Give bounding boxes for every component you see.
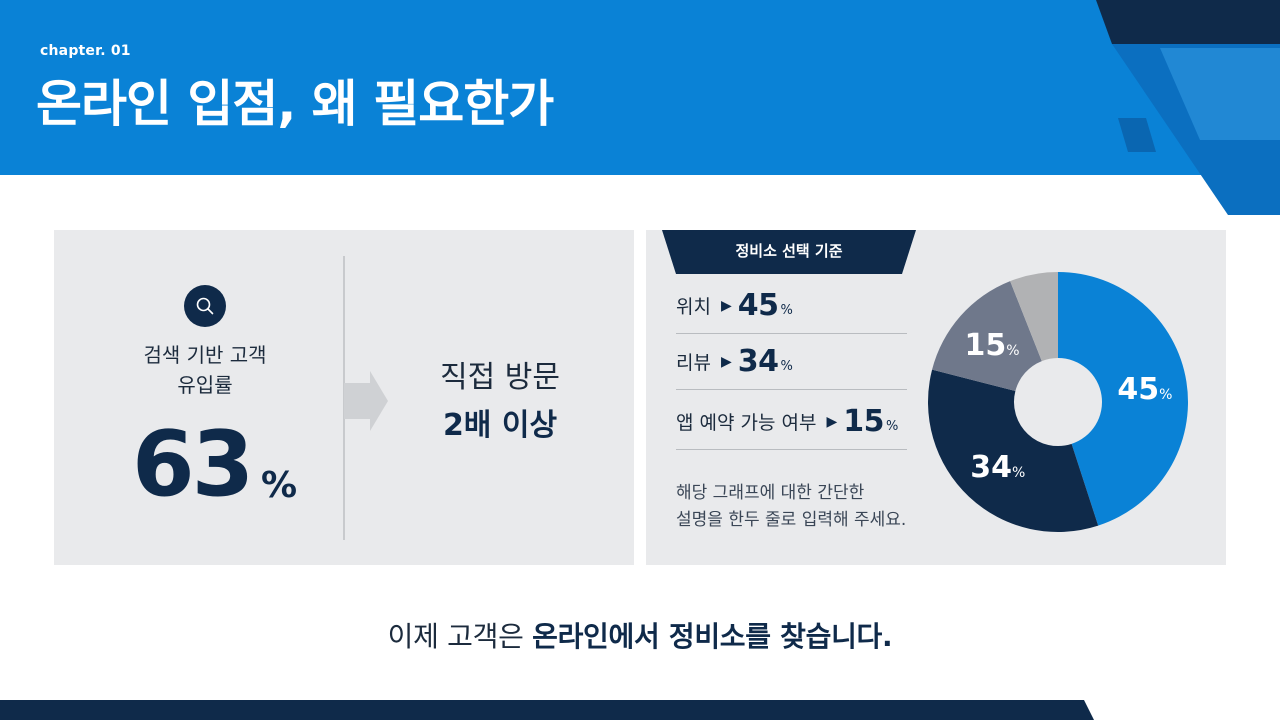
- visit-multiplier: 2배 이상: [442, 408, 558, 443]
- donut-slice: [932, 281, 1042, 392]
- arrow-right-icon: [344, 371, 388, 431]
- criteria-label: 위치: [676, 296, 711, 318]
- triangle-right-icon: ▶: [720, 297, 732, 314]
- criteria-tab-title: 정비소 선택 기준: [735, 242, 843, 260]
- criteria-label: 리뷰: [676, 352, 711, 374]
- chapter-label: chapter. 01: [40, 43, 131, 59]
- criteria-row: 앱 예약 가능 여부 ▶ 15 %: [676, 394, 907, 450]
- tagline: 이제 고객은 온라인에서 정비소를 찾습니다.: [0, 615, 1280, 655]
- chart-description: 해당 그래프에 대한 간단한 설명을 한두 줄로 입력해 주세요.: [676, 480, 966, 534]
- inflow-panel: 검색 기반 고객 유입률 63 % 직접 방문 2배 이상: [54, 230, 634, 565]
- metric-unit: %: [261, 465, 298, 506]
- visit-label: 직접 방문: [440, 360, 560, 395]
- description-line: 해당 그래프에 대한 간단한: [676, 483, 865, 503]
- metric-value: 63: [132, 412, 254, 517]
- donut-slice: [1058, 272, 1188, 526]
- tagline-plain: 이제 고객은: [387, 620, 533, 653]
- donut-slice: [928, 369, 1099, 532]
- page-title: 온라인 입점, 왜 필요한가: [36, 75, 554, 133]
- footer-bar: [0, 700, 1094, 720]
- metric-label: 검색 기반 고객 유입률: [94, 340, 316, 400]
- criteria-tab-shape: [662, 230, 916, 274]
- donut-slice: [1010, 272, 1058, 362]
- criteria-value: 15: [843, 404, 885, 439]
- metric-label-line: 유입률: [177, 373, 233, 397]
- metric-label-line: 검색 기반 고객: [143, 343, 267, 367]
- criteria-unit: %: [780, 359, 793, 374]
- triangle-right-icon: ▶: [720, 353, 732, 370]
- triangle-right-icon: ▶: [826, 413, 838, 430]
- criteria-label: 앱 예약 가능 여부: [676, 412, 817, 434]
- criteria-unit: %: [780, 303, 793, 318]
- description-line: 설명을 한두 줄로 입력해 주세요.: [676, 510, 907, 530]
- criteria-value: 34: [737, 344, 779, 379]
- donut-chart: 45%34%15%: [928, 272, 1188, 532]
- criteria-value: 45: [737, 288, 779, 323]
- criteria-row: 리뷰 ▶ 34 %: [676, 334, 907, 390]
- header-band: [0, 0, 1280, 175]
- tagline-emphasis: 온라인에서 정비소를 찾습니다.: [532, 620, 893, 653]
- search-icon: [184, 285, 226, 327]
- criteria-panel: 정비소 선택 기준 위치 ▶ 45 % 리뷰 ▶ 34 % 앱 예약 가능 여부…: [646, 230, 1226, 565]
- criteria-row: 위치 ▶ 45 %: [676, 278, 907, 334]
- criteria-unit: %: [886, 419, 899, 434]
